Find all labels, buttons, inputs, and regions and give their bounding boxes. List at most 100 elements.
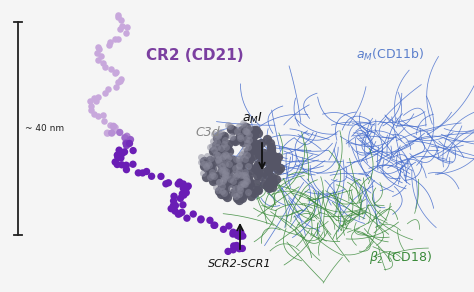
Point [239,181,247,186]
Point [117,78,124,83]
Point [246,183,254,188]
Point [258,174,265,178]
Text: ~ 40 nm: ~ 40 nm [25,124,64,133]
Point [117,77,125,81]
Point [266,140,273,145]
Point [212,152,219,156]
Point [219,183,226,188]
Point [218,183,226,188]
Point [234,233,241,238]
Point [224,123,232,128]
Point [211,223,219,227]
Point [238,168,246,173]
Point [225,141,232,146]
Point [95,46,102,51]
Point [225,178,232,183]
Point [222,145,230,150]
Point [121,150,128,154]
Point [245,179,253,184]
Point [86,99,94,104]
Point [260,181,268,186]
Point [240,186,247,191]
Point [248,137,255,142]
Point [227,133,235,138]
Point [236,246,243,251]
Point [255,152,263,157]
Point [113,162,121,167]
Text: $\beta_2$ (CD18): $\beta_2$ (CD18) [369,249,431,267]
Point [268,175,276,179]
Point [220,191,228,195]
Point [112,70,119,75]
Point [238,128,246,133]
Point [215,156,223,160]
Point [241,182,248,186]
Point [225,155,232,160]
Point [243,129,250,133]
Point [202,163,210,168]
Point [93,51,101,55]
Point [238,152,246,157]
Point [243,153,251,157]
Point [220,142,228,147]
Point [268,152,276,156]
Point [217,161,225,165]
Point [117,156,125,160]
Point [269,160,277,164]
Point [272,160,279,164]
Point [255,168,262,173]
Point [238,167,246,172]
Point [111,125,118,130]
Point [208,167,215,171]
Point [106,40,113,45]
Point [244,161,252,166]
Point [253,166,261,170]
Point [218,168,226,172]
Point [212,142,219,147]
Point [255,131,262,135]
Point [218,163,226,168]
Point [244,149,252,154]
Point [236,187,244,192]
Point [245,190,252,194]
Point [267,155,275,160]
Point [222,182,229,187]
Point [266,180,274,184]
Point [214,153,222,158]
Point [222,158,229,162]
Point [236,164,243,169]
Point [235,168,243,173]
Point [198,159,205,164]
Point [220,176,228,181]
Point [176,180,183,185]
Point [215,179,223,184]
Point [215,179,222,184]
Point [240,138,247,142]
Point [243,127,250,131]
Point [197,218,205,222]
Point [221,174,229,179]
Point [210,179,217,183]
Point [216,149,224,154]
Point [247,194,255,199]
Point [229,247,237,252]
Point [253,147,260,152]
Point [99,113,107,117]
Point [139,171,146,175]
Point [101,91,109,96]
Point [253,188,261,192]
Point [174,212,182,217]
Point [254,173,261,178]
Point [221,174,229,178]
Point [222,160,229,164]
Point [238,246,246,251]
Point [241,173,248,178]
Point [271,155,278,160]
Point [251,132,258,137]
Point [245,125,253,130]
Point [232,174,239,178]
Point [222,152,230,157]
Point [239,121,246,126]
Point [88,107,95,112]
Point [179,192,186,196]
